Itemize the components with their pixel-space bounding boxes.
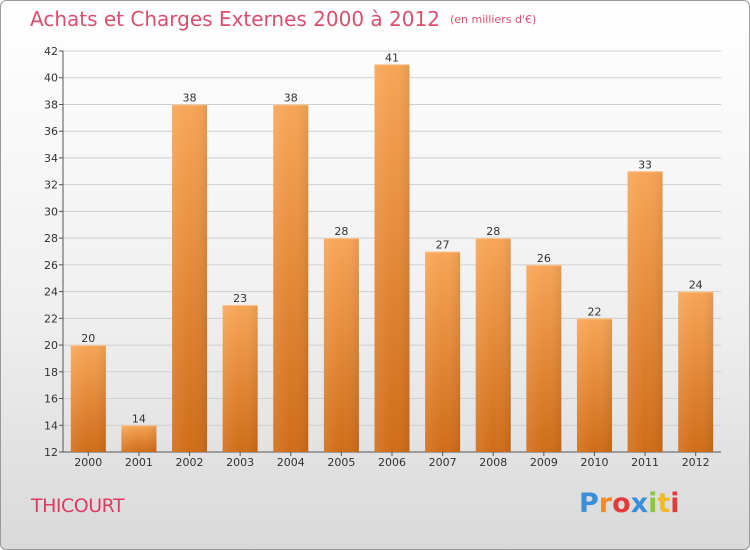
y-tick-label: 12 [44,446,58,459]
bar-shine-2006 [374,64,410,452]
x-tick-label-2011: 2011 [631,456,659,469]
bar-shine-2000 [70,345,106,452]
x-tick-label-2003: 2003 [226,456,254,469]
bar-shine-2012 [678,291,714,452]
y-tick-label: 22 [44,312,58,325]
data-label-2005: 28 [334,225,348,238]
data-label-2012: 24 [689,279,703,292]
x-tick-label-2004: 2004 [277,456,305,469]
y-tick-label: 38 [44,98,58,111]
data-label-2000: 20 [81,332,95,345]
chart-unit: (en milliers d'€) [449,13,537,26]
y-tick-label: 24 [44,286,58,299]
x-tick-label-2002: 2002 [176,456,204,469]
x-tick-label-2001: 2001 [125,456,153,469]
data-label-2003: 23 [233,292,247,305]
bar-shine-2007 [425,251,461,452]
x-tick-label-2000: 2000 [74,456,102,469]
x-tick-label-2007: 2007 [429,456,457,469]
bar-shine-2008 [475,238,511,452]
y-tick-label: 42 [44,45,58,58]
y-tick-labels: 12 14 16 18 20 22 24 26 28 30 32 34 36 38 40 42 [44,45,58,459]
bar-shine-2011 [627,171,663,453]
data-label-2007: 27 [436,239,450,252]
data-label-2002: 38 [183,91,197,104]
bar-shine-2004 [273,104,309,452]
x-tick-labels: 2000 2001 2002 2003 2004 2005 2006 2007 2008 2009… [74,452,710,469]
proxiti-logo[interactable]: Proxiti [579,488,680,519]
x-tick-label-2012: 2012 [682,456,710,469]
bar-shine-2001 [121,425,157,452]
place-name: THICOURT [31,495,125,517]
chart-title-text: Achats et Charges Externes 2000 à 2012 [30,7,440,31]
y-tick-label: 16 [44,393,58,406]
bars [70,64,714,453]
y-tick-label: 30 [44,205,58,218]
y-tick-label: 20 [44,339,58,352]
x-tick-label-2008: 2008 [479,456,507,469]
y-tick-label: 36 [44,125,58,138]
bar-shine-2009 [526,264,562,452]
y-tick-label: 34 [44,152,58,165]
data-label-2001: 14 [132,412,146,425]
bar-shine-2002 [172,104,208,452]
data-label-2006: 41 [385,51,399,64]
data-label-2010: 22 [587,305,601,318]
x-tick-label-2009: 2009 [530,456,558,469]
data-label-2004: 38 [284,91,298,104]
data-label-2009: 26 [537,252,551,265]
y-tick-label: 28 [44,232,58,245]
data-labels: 20 14 38 23 38 28 41 27 28 26 22 33 24 [81,51,702,425]
x-tick-label-2010: 2010 [580,456,608,469]
x-tick-label-2006: 2006 [378,456,406,469]
bar-shine-2005 [323,238,359,452]
y-tick-label: 32 [44,179,58,192]
y-tick-label: 40 [44,72,58,85]
data-label-2011: 33 [638,158,652,171]
chart-title: Achats et Charges Externes 2000 à 2012 (e… [30,7,536,31]
y-tick-label: 14 [44,419,58,432]
x-tick-label-2005: 2005 [327,456,355,469]
y-tick-label: 18 [44,366,58,379]
y-tick-label: 26 [44,259,58,272]
bar-shine-2003 [222,304,258,452]
data-label-2008: 28 [486,225,500,238]
bar-shine-2010 [576,318,612,452]
